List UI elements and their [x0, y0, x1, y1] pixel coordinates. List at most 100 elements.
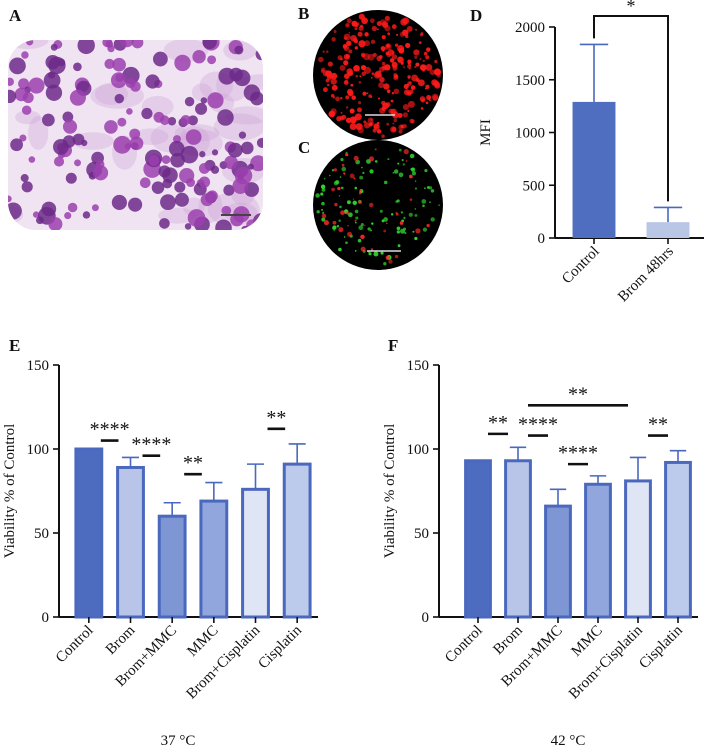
micro-b-red-cell: [381, 21, 389, 28]
chart-f-y-axis-label: Viability % of Control: [382, 424, 398, 559]
micro-a-cell: [254, 224, 263, 230]
micro-b-red-cell: [364, 32, 369, 37]
micro-a-cell: [8, 77, 14, 86]
micro-a-cell: [8, 40, 14, 47]
micro-b-red-cell: [375, 70, 382, 78]
chart-e-significance-label: ****: [131, 434, 171, 456]
chart-d-y-tick-label: 0: [538, 231, 546, 247]
micro-b-red-cell: [407, 76, 411, 79]
micro-c-red-cell: [333, 168, 337, 172]
micro-b-red-cell: [399, 31, 405, 37]
micro-a-cell: [256, 137, 263, 148]
micro-a-cell: [32, 211, 40, 218]
micro-a-cell: [62, 119, 78, 134]
micro-a-cell: [211, 149, 219, 156]
chart-e-x-tick-label: Cisplatin: [255, 622, 305, 672]
micro-b-red-cell: [372, 128, 377, 133]
micro-c-green-cell: [410, 168, 413, 170]
micro-c-green-cell: [358, 225, 364, 231]
micro-b-red-cell: [354, 27, 358, 31]
micro-c-green-cell: [397, 162, 400, 165]
micro-b-red-cell: [359, 75, 362, 78]
micro-a-cell: [187, 209, 206, 227]
micro-a-cell: [221, 205, 232, 216]
chart-f-x-tick-label: Brom+Cisplatin: [566, 622, 646, 702]
micro-a-cell: [64, 212, 72, 220]
micro-c-red-cell: [385, 255, 391, 261]
micro-c-red-cell: [321, 213, 327, 219]
micro-b-red-cell: [349, 123, 357, 131]
micro-c-green-cell: [369, 169, 374, 174]
micro-a-cell: [151, 181, 165, 195]
micro-c-red-cell: [334, 202, 338, 207]
micro-c-green-cell: [438, 204, 440, 206]
chart-d-x-tick-label: Brom 48hrs: [615, 243, 677, 305]
micro-b-red-cell: [376, 21, 382, 27]
micro-b-red-cell: [339, 115, 345, 121]
micro-a-cell: [247, 163, 254, 170]
micro-a-cell: [69, 89, 86, 106]
micro-a-cell: [198, 162, 210, 174]
micro-c-red-cell: [340, 210, 345, 215]
micro-c-red-cell: [358, 191, 362, 195]
micro-a-cell: [43, 71, 61, 89]
micro-a-cell: [159, 218, 170, 229]
panel-label-e: E: [9, 336, 21, 355]
micro-b-red-cell: [397, 56, 403, 63]
micro-a-cell: [19, 134, 27, 142]
micro-b-red-cell: [415, 28, 418, 31]
micro-b-red-cell: [349, 108, 355, 114]
micro-b-red-cell: [335, 96, 340, 102]
micro-c-green-cell: [383, 262, 387, 266]
micro-a-cell: [223, 184, 235, 196]
micro-b-red-cell: [391, 54, 398, 60]
micro-c-red-cell: [338, 227, 344, 233]
micro-b-red-cell: [417, 79, 425, 87]
micro-c-green-cell: [357, 238, 362, 243]
micro-c-red-cell: [347, 231, 353, 237]
micro-b-red-cell: [414, 65, 417, 69]
micro-a-cell: [73, 62, 82, 72]
micro-c-green-cell: [414, 187, 418, 190]
micro-b-red-cell: [346, 40, 352, 47]
chart-d-significance-bracket: [593, 15, 669, 202]
micro-c-red-cell: [323, 220, 329, 226]
micro-b-red-cell: [402, 112, 408, 118]
micro-b-red-cell: [432, 95, 439, 102]
micro-b-red-cell: [384, 15, 390, 21]
micro-a-cell: [42, 113, 55, 127]
chart-f-bar-5: [624, 479, 652, 619]
micro-c-green-cell: [321, 208, 324, 211]
micro-c-green-cell: [428, 186, 433, 190]
chart-f-x-tick-label: Cisplatin: [636, 622, 686, 672]
micro-a-cell: [174, 192, 189, 207]
micro-b-red-cell: [349, 116, 357, 124]
micro-c-green-cell: [352, 200, 358, 206]
micro-a-cell: [139, 177, 151, 189]
micro-c-green-cell: [381, 219, 385, 223]
micro-c-green-cell: [362, 171, 365, 175]
micro-b-red-cell: [353, 38, 358, 44]
micro-c-red-cell: [369, 202, 374, 208]
micro-b-red-cell: [356, 22, 360, 25]
micro-c-green-cell: [346, 200, 351, 205]
micro-c-red-cell: [370, 248, 374, 251]
chart-e-y-tick-label: 100: [27, 442, 50, 458]
micro-c-green-cell: [329, 174, 331, 177]
micro-c-green-cell: [320, 192, 324, 196]
micro-a-cell: [28, 77, 45, 94]
chart-f-y-tick-label: 150: [407, 358, 430, 374]
micro-b-red-cell: [326, 83, 330, 87]
micro-c-green-cell: [323, 177, 326, 180]
micro-c-green-cell: [402, 163, 405, 166]
micro-b-red-cell: [347, 70, 354, 77]
micro-a-cell: [206, 190, 218, 202]
chart-f-significance-label: **: [568, 383, 588, 405]
chart-e-y-tick-label: 0: [42, 610, 50, 626]
chart-d-x-tick-label: Control: [559, 244, 603, 288]
micro-b-red-cell: [408, 81, 412, 85]
micro-a-cell: [145, 74, 160, 89]
micro-a-cell: [50, 43, 58, 51]
micro-a-cell: [112, 57, 126, 72]
chart-f-x-axis-caption: 42 °C: [551, 733, 586, 748]
